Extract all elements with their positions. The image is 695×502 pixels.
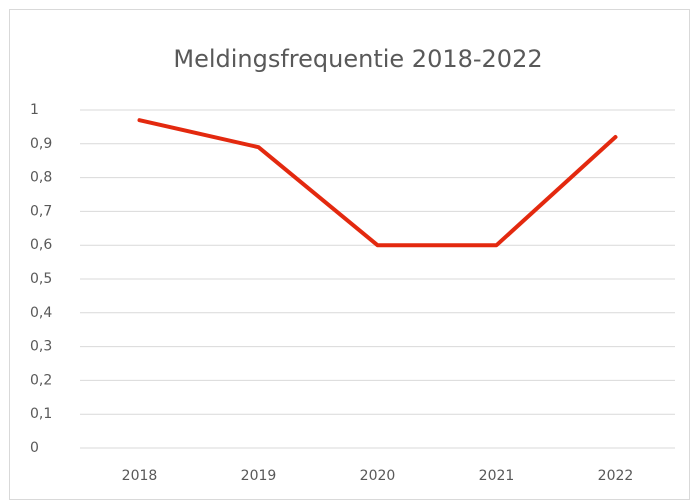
y-tick-label: 0,9 xyxy=(30,136,52,152)
y-tick-label: 0 xyxy=(30,440,39,456)
y-tick-label: 0,7 xyxy=(30,203,52,219)
x-tick-label: 2020 xyxy=(360,468,396,484)
y-tick-label: 0,3 xyxy=(30,339,52,355)
y-tick-label: 1 xyxy=(30,102,39,118)
y-tick-label: 0,6 xyxy=(30,237,52,253)
line xyxy=(137,118,618,248)
y-tick-label: 0,2 xyxy=(30,372,52,388)
y-tick-label: 0,5 xyxy=(30,271,52,287)
y-tick-label: 0,8 xyxy=(30,170,52,186)
chart-title: Meldingsfrequentie 2018-2022 xyxy=(173,45,542,73)
x-tick-label: 2022 xyxy=(598,468,634,484)
x-tick-label: 2019 xyxy=(241,468,277,484)
x-tick-label: 2018 xyxy=(122,468,158,484)
x-tick-label: 2021 xyxy=(479,468,515,484)
chart-frame xyxy=(9,9,690,500)
y-tick-label: 0,1 xyxy=(30,406,52,422)
y-tick-label: 0,4 xyxy=(30,305,52,321)
